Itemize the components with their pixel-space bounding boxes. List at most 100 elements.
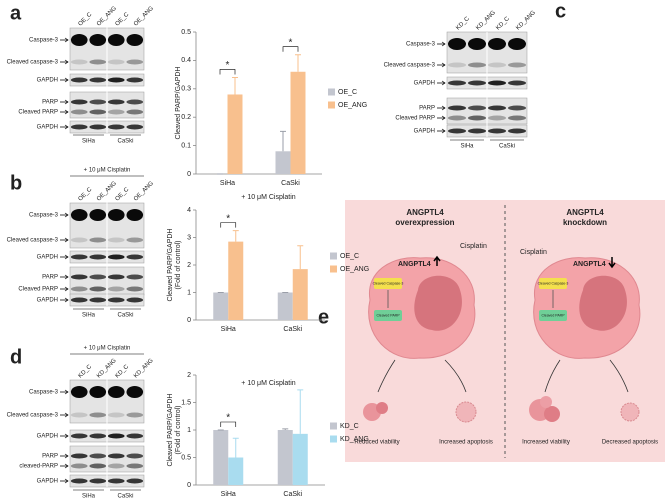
blot-band [508,80,526,86]
row-label: GAPDH [37,78,58,84]
x-tick-label: CaSki [281,180,300,187]
cell-right [533,257,641,359]
row-arrow [60,412,69,418]
cell-label: SiHa [82,494,96,500]
blot-band [70,209,88,221]
panel-label: b [10,172,22,194]
y-tick-label: 1.5 [181,399,191,406]
blot-band [70,297,88,303]
blot-band [488,105,506,111]
error-bar [282,428,289,430]
row-arrow [60,463,69,469]
row-arrow [437,128,446,134]
legend-label: OE_ANG [340,266,369,273]
sig-bracket [282,46,299,52]
bar [292,433,308,485]
blot-band [508,105,526,111]
legend-label: KD_ANG [340,436,369,443]
drug: Cisplatin [520,249,547,256]
panel-label: e [318,306,329,328]
x-tick-label: SiHa [221,326,236,333]
caspase: Cleaved Caspase-3 [373,281,404,285]
blot-band [468,80,486,86]
y-tick-label: 3 [187,234,191,241]
error-bar [232,230,239,242]
treatment: + 10 μM Cisplatin [84,168,131,174]
blot-band [89,237,107,243]
blot-band [126,412,144,418]
blot-band [488,80,506,86]
blot-band [448,128,466,134]
y-tick-label: 2 [187,372,191,379]
cell-label: CaSki [117,139,133,145]
blot-band [89,59,107,65]
row-arrow [60,453,69,459]
row-arrow [60,297,69,303]
blot-band [107,297,125,303]
blot-band [107,124,125,130]
row-label: Cleaved PARP [18,287,58,293]
diagram-title: knockdown [563,218,607,227]
blot-band [107,34,125,46]
blot-band [107,433,125,439]
row-label: cleaved-PARP [19,464,58,470]
row-label: GAPDH [37,479,58,485]
y-axis-label: Cleaved PARP/GAPDH [167,228,174,301]
blot-band [508,115,526,121]
y-tick-label: 0.1 [181,142,191,149]
blot-band [70,99,88,105]
blot-band [126,386,144,398]
legend-swatch [328,88,335,96]
lane-label: KD_C [78,363,94,379]
blot-band [89,463,107,469]
blot-band [70,59,88,65]
bar [275,151,291,174]
y-axis-label: Cleaved PARP/GAPDH [175,66,182,139]
error-bar [297,245,304,270]
bar [228,241,244,320]
blot-band [126,99,144,105]
row-arrow [60,433,69,439]
x-tick-label: CaSki [283,491,302,498]
blot-band [89,386,107,398]
blot-band [448,80,466,86]
lane-label: OE_C [78,186,94,202]
bar [227,94,243,174]
blot-band [508,38,526,50]
blot-band [126,124,144,130]
blot-band [126,34,144,46]
sig-label: * [226,60,230,71]
sig-label: * [226,213,230,224]
row-label: Cleaved PARP [18,110,58,116]
blot-band [126,433,144,439]
blot-band [107,59,125,65]
y-tick-label: 0.5 [181,29,191,36]
row-label: GAPDH [37,298,58,304]
legend-label: KD_C [340,423,359,430]
y-tick-label: 0.5 [181,454,191,461]
legend-label: OE_C [340,253,359,260]
bar [292,269,308,320]
blot-band [468,115,486,121]
blot-band [70,274,88,280]
lane-label: OE_C [115,186,131,202]
treatment: + 10 μM Cisplatin [84,346,131,352]
blot-band [107,274,125,280]
bar [228,457,244,485]
outcome: Increased viability [522,440,570,446]
blot-band [107,77,125,83]
blot-band [70,386,88,398]
row-arrow [60,237,69,243]
blot-band [107,412,125,418]
diagram-title: overexpression [395,218,454,227]
error-bar [280,130,286,152]
blot-band [70,463,88,469]
cell-label: SiHa [82,139,96,145]
blot-band [70,124,88,130]
blot-band [468,105,486,111]
row-arrow [60,274,69,280]
row-arrow [60,99,69,105]
blot-band [70,109,88,115]
row-arrow [60,109,69,115]
row-label: GAPDH [37,434,58,440]
